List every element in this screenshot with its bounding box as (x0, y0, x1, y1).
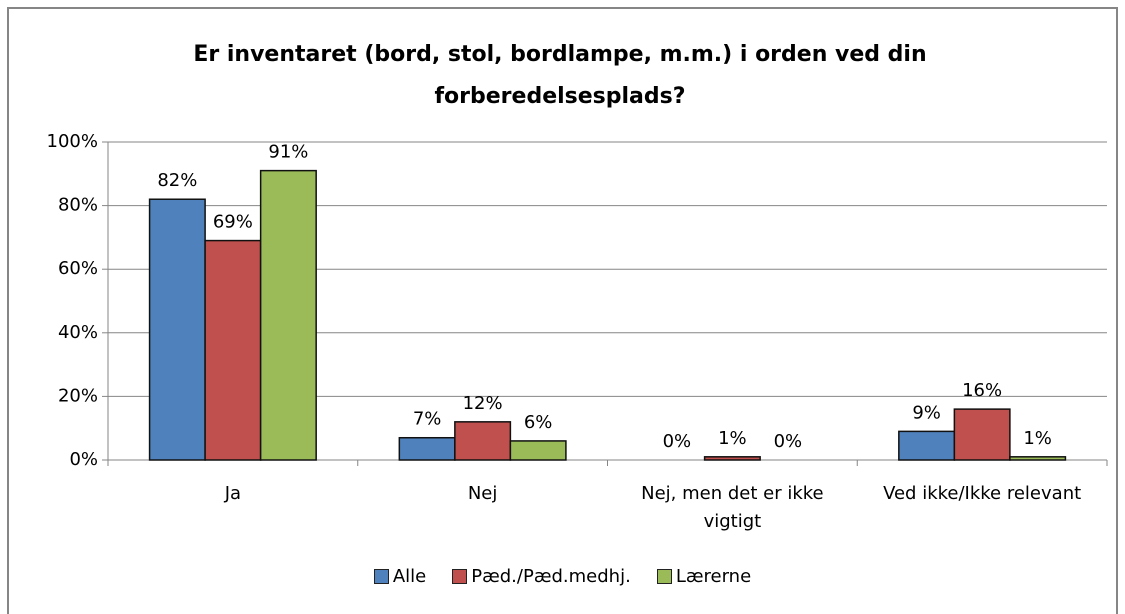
bar (454, 421, 512, 461)
bar (898, 430, 956, 461)
bar (1009, 456, 1067, 461)
frame (7, 7, 1118, 614)
legend-label: Pæd./Pæd.medhj. (471, 566, 631, 587)
legend: Alle Pæd./Pæd.medhj. Lærerne (0, 566, 1125, 587)
bar (148, 198, 206, 461)
bar (398, 436, 456, 461)
legend-item: Alle (373, 566, 427, 587)
x-tick-label: Nej, men det er ikke vigtigt (641, 483, 824, 532)
y-tick-label: 20% (58, 385, 98, 406)
data-label: 16% (962, 380, 1002, 401)
bar (259, 169, 317, 461)
data-label: 82% (157, 170, 197, 191)
data-label: 69% (213, 212, 253, 233)
x-tick-label: Ved ikke/Ikke relevant (883, 483, 1082, 504)
y-tick-label: 100% (47, 131, 98, 152)
data-label: 0% (774, 431, 803, 452)
legend-swatch (373, 569, 389, 584)
data-label: 9% (912, 402, 941, 423)
data-label: 7% (413, 409, 442, 430)
data-label: 0% (663, 431, 692, 452)
y-tick-label: 0% (69, 449, 98, 470)
legend-swatch (452, 569, 468, 584)
data-label: 1% (718, 428, 747, 449)
legend-swatch (656, 569, 672, 584)
chart-title: Er inventaret (bord, stol, bordlampe, m.… (193, 42, 927, 109)
legend-label: Alle (392, 566, 427, 587)
data-label: 91% (268, 142, 308, 163)
bar (703, 456, 761, 461)
legend-item: Lærerne (656, 566, 752, 587)
legend-label: Lærerne (675, 566, 752, 587)
bar (953, 408, 1011, 461)
data-label: 1% (1023, 428, 1052, 449)
data-label: 12% (463, 393, 503, 414)
x-tick-label: Nej (467, 483, 498, 504)
bar (509, 440, 567, 461)
x-tick-label: Ja (224, 483, 242, 504)
legend-item: Pæd./Pæd.medhj. (452, 566, 631, 587)
data-label: 6% (524, 412, 553, 433)
y-tick-label: 40% (58, 322, 98, 343)
y-tick-label: 80% (58, 195, 98, 216)
y-tick-label: 60% (58, 258, 98, 279)
bar (204, 239, 262, 461)
